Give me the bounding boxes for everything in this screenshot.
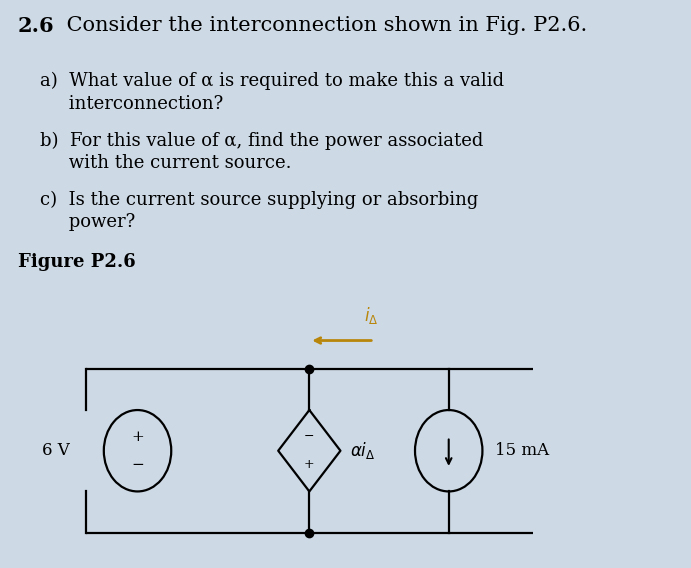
Text: −: − (131, 458, 144, 472)
Text: b)  For this value of α, find the power associated: b) For this value of α, find the power a… (40, 131, 484, 149)
Text: $i_\Delta$: $i_\Delta$ (363, 306, 378, 327)
Text: +: + (304, 458, 314, 471)
Text: Consider the interconnection shown in Fig. P2.6.: Consider the interconnection shown in Fi… (59, 15, 587, 35)
Text: +: + (131, 429, 144, 444)
Text: with the current source.: with the current source. (40, 154, 292, 172)
Text: 2.6: 2.6 (17, 15, 54, 36)
Text: 15 mA: 15 mA (495, 442, 549, 460)
Text: a)  What value of α is required to make this a valid: a) What value of α is required to make t… (40, 72, 504, 90)
Text: power?: power? (40, 214, 135, 231)
Text: −: − (304, 430, 314, 443)
Text: $\alpha i_\Delta$: $\alpha i_\Delta$ (350, 440, 376, 461)
Text: Figure P2.6: Figure P2.6 (17, 253, 135, 271)
Text: interconnection?: interconnection? (40, 95, 223, 112)
Text: 6 V: 6 V (41, 442, 70, 460)
Text: c)  Is the current source supplying or absorbing: c) Is the current source supplying or ab… (40, 191, 479, 209)
